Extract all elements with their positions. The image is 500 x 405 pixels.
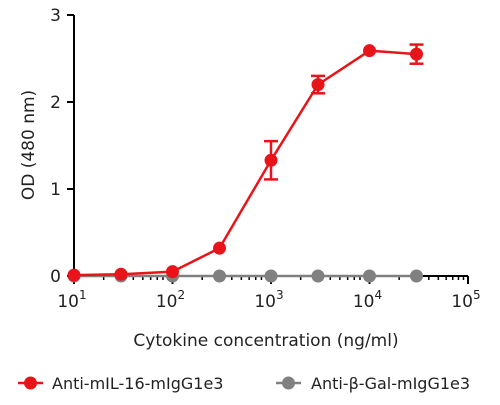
legend-marker [282,376,295,390]
data-point [264,153,278,167]
series-line [73,49,417,277]
legend-item-1: Anti-β-Gal-mIgG1e3 [276,374,470,393]
x-tick-label: 101 [57,288,86,312]
data-point [166,265,179,279]
legend-label: Anti-mIL-16-mIgG1e3 [52,374,223,393]
data-point [409,47,423,61]
legend-label: Anti-β-Gal-mIgG1e3 [311,374,470,393]
data-point [212,269,226,283]
series-layer [67,43,424,283]
x-tick-label: 102 [156,288,185,312]
y-tick-label: 0 [50,267,61,287]
data-point [67,268,81,282]
legend-item-0: Anti-mIL-16-mIgG1e3 [18,374,223,393]
legend: Anti-mIL-16-mIgG1e3 Anti-β-Gal-mIgG1e3 [18,374,470,393]
data-point [409,269,423,283]
x-axis-title: Cytokine concentration (ng/ml) [133,331,398,351]
data-point [363,44,376,58]
data-point [264,269,278,283]
x-tick-label: 104 [353,288,382,312]
y-tick-label: 2 [50,93,61,113]
legend-marker [24,376,37,390]
x-tick-label: 103 [254,288,283,312]
data-point [212,241,226,255]
y-tick-label: 1 [50,180,61,200]
data-point [114,267,128,281]
y-tick-label: 3 [50,6,61,26]
data-point [363,269,376,283]
data-point [311,269,325,283]
x-tick-label: 105 [451,288,480,312]
series-0 [67,43,424,282]
data-point [311,78,325,92]
y-axis-title: OD (480 nm) [19,90,39,200]
